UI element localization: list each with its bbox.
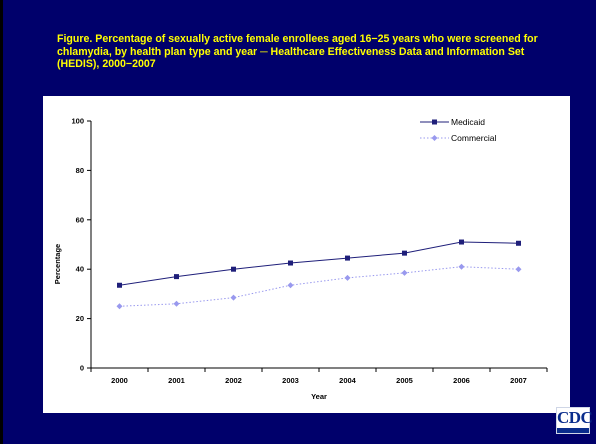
y-tick-label: 20 <box>76 314 84 323</box>
y-axis-label: Percentage <box>53 244 62 284</box>
medicaid-point <box>516 240 521 246</box>
medicaid-point <box>345 255 350 261</box>
axes: 0 20 40 60 80 100 2000 2001 2002 2003 2004 2005 2006… <box>71 117 548 385</box>
legend-commercial-marker <box>431 135 438 141</box>
y-tick-label: 60 <box>76 215 84 224</box>
legend-commercial-label: Commercial <box>451 133 496 143</box>
commercial-point <box>287 282 294 289</box>
y-tick-label: 40 <box>76 265 84 274</box>
commercial-point <box>116 303 123 310</box>
chart-title: Figure. Percentage of sexually active fe… <box>57 33 538 70</box>
commercial-point <box>401 269 408 276</box>
y-tick-label: 100 <box>71 117 84 126</box>
cdc-logo: CDC <box>556 407 593 434</box>
commercial-point <box>173 300 180 307</box>
commercial-point <box>344 274 351 281</box>
medicaid-point <box>402 250 407 256</box>
commercial-point <box>230 294 237 301</box>
legend: Medicaid Commercial <box>420 117 496 143</box>
legend-medicaid-label: Medicaid <box>451 117 485 127</box>
x-tick-label: 2004 <box>339 376 357 385</box>
x-tick-label: 2003 <box>282 376 299 385</box>
medicaid-point <box>288 260 293 266</box>
medicaid-point <box>174 274 179 280</box>
y-tick-label: 80 <box>76 166 84 175</box>
legend-medicaid-marker <box>432 119 437 125</box>
x-tick-label: 2006 <box>453 376 470 385</box>
chart-panel: 0 20 40 60 80 100 2000 2001 2002 2003 2004 2005 2006… <box>43 96 570 413</box>
medicaid-series-line <box>119 241 519 286</box>
x-tick-label: 2000 <box>111 376 128 385</box>
medicaid-point <box>117 282 122 288</box>
cdc-logo-stripe <box>557 428 589 433</box>
cdc-logo-text: CDC <box>557 408 593 427</box>
commercial-series-line <box>119 266 519 307</box>
x-tick-label: 2005 <box>396 376 413 385</box>
x-tick-label: 2002 <box>225 376 242 385</box>
series-layer <box>116 239 522 310</box>
medicaid-point <box>459 239 464 245</box>
x-axis-label: Year <box>311 392 327 401</box>
medicaid-point <box>231 266 236 272</box>
commercial-point <box>458 263 465 270</box>
x-tick-label: 2007 <box>510 376 527 385</box>
commercial-point <box>515 266 522 273</box>
y-tick-label: 0 <box>80 364 84 373</box>
x-tick-label: 2001 <box>168 376 185 385</box>
line-chart: 0 20 40 60 80 100 2000 2001 2002 2003 2004 2005 2006… <box>53 117 548 401</box>
